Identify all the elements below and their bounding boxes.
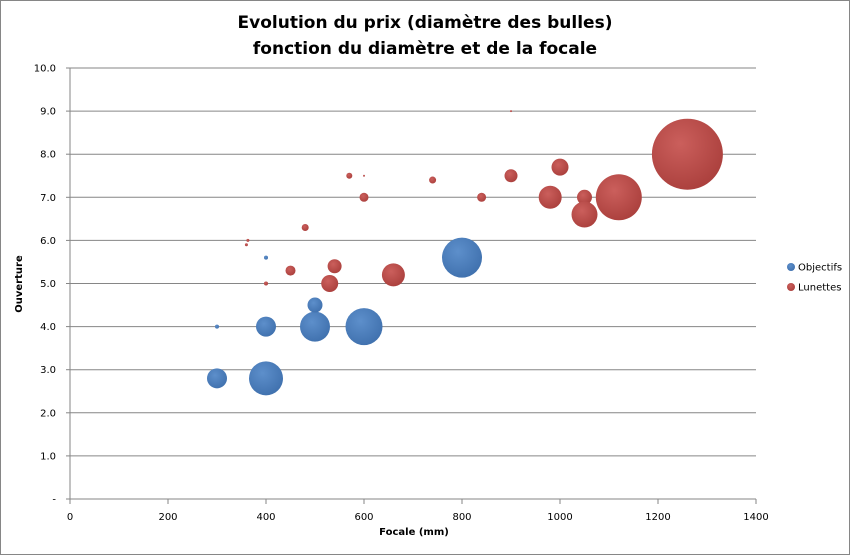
x-tick-label: 200 <box>158 512 177 523</box>
y-tick-label: 1.0 <box>40 451 56 462</box>
x-tick-label: 1400 <box>743 512 768 523</box>
bubble <box>381 263 405 287</box>
bubble <box>301 223 309 231</box>
series-lunettes <box>244 110 723 292</box>
legend-label: Objectifs <box>798 263 842 274</box>
x-tick-label: 0 <box>67 512 73 523</box>
y-tick-label: 4.0 <box>40 322 56 333</box>
legend-label: Lunettes <box>798 283 841 294</box>
bubble <box>359 192 369 202</box>
x-tick-label: 1000 <box>547 512 572 523</box>
y-tick-label: 9.0 <box>40 107 56 118</box>
bubble <box>571 201 598 228</box>
x-tick-label: 600 <box>354 512 373 523</box>
bubble <box>346 172 353 179</box>
bubble <box>321 275 339 292</box>
series-objectifs <box>207 237 482 396</box>
bubble <box>207 368 227 389</box>
x-tick-label: 1200 <box>645 512 670 523</box>
y-tick-label: 5.0 <box>40 279 56 290</box>
y-tick-label: 6.0 <box>40 236 56 247</box>
bubble <box>651 118 723 190</box>
bubbles <box>207 110 723 396</box>
legend-marker <box>787 263 795 271</box>
bubble <box>510 110 512 113</box>
bubble <box>246 238 250 242</box>
y-tick-label: 10.0 <box>34 64 56 75</box>
y-axis-title: Ouverture <box>14 255 25 313</box>
y-tick-label: 8.0 <box>40 150 56 161</box>
bubble <box>477 192 487 202</box>
bubble <box>577 189 592 205</box>
bubble <box>249 361 283 396</box>
bubble <box>345 308 383 346</box>
x-tick-label: 800 <box>452 512 471 523</box>
y-tick-label: 2.0 <box>40 408 56 419</box>
bubble <box>442 237 482 278</box>
chart-title-line-1: Evolution du prix (diamètre des bulles) <box>238 13 613 33</box>
y-tick-label: 7.0 <box>40 193 56 204</box>
x-tick-labels: 0 200 400 600 800 1000 1200 1400 <box>67 512 769 523</box>
y-tick-label: 3.0 <box>40 365 56 376</box>
y-tick-labels: - 1.0 2.0 3.0 4.0 5.0 6.0 7.0 8.0 9.0 10.0 <box>34 64 57 506</box>
legend-marker <box>787 283 795 291</box>
bubble <box>264 281 268 286</box>
x-axis-title: Focale (mm) <box>379 527 449 538</box>
bubble <box>244 243 248 247</box>
bubble <box>595 174 642 221</box>
x-tick-label: 400 <box>256 512 275 523</box>
bubble <box>429 176 437 184</box>
bubble <box>538 185 562 209</box>
bubble <box>551 158 569 176</box>
bubble <box>285 265 296 276</box>
bubble <box>504 169 518 183</box>
y-tick-label: - <box>52 495 56 506</box>
bubble <box>264 255 268 260</box>
bubble <box>327 259 342 274</box>
bubble <box>215 324 219 329</box>
axes <box>66 67 757 504</box>
gridlines <box>70 67 756 457</box>
bubble <box>307 297 323 313</box>
bubble <box>256 316 276 337</box>
bubble <box>300 311 330 342</box>
chart-title-line-2: fonction du diamètre et de la focale <box>253 39 597 59</box>
legend: Objectifs Lunettes <box>787 263 842 294</box>
bubble <box>363 174 365 177</box>
